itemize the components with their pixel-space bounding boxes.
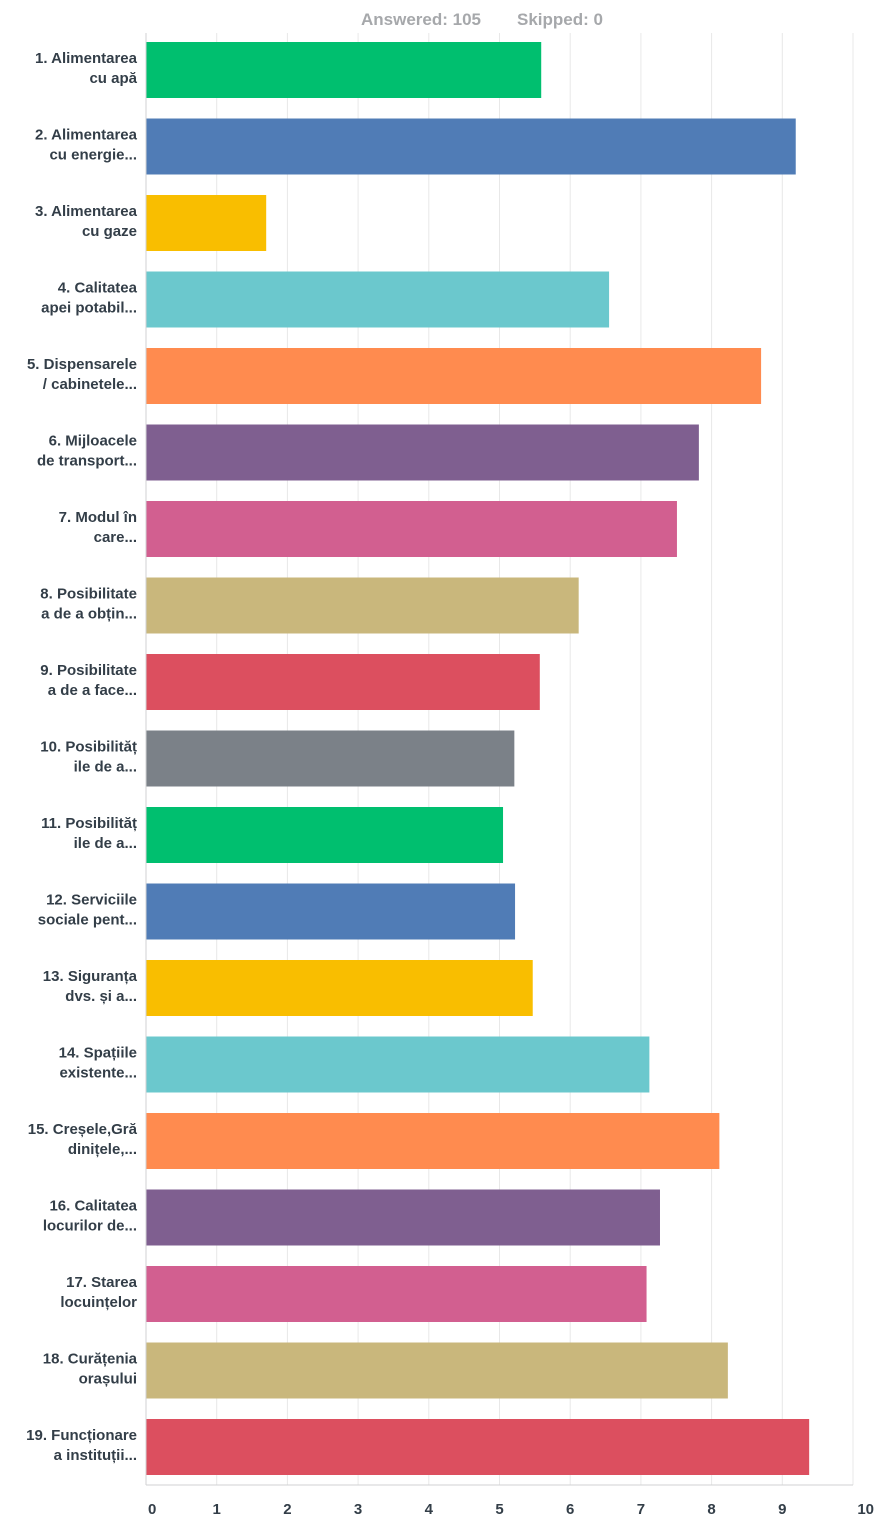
bar <box>146 960 533 1016</box>
category-label: 1. Alimentarea cu apă <box>35 50 138 87</box>
bar <box>146 501 677 557</box>
bar <box>146 424 699 481</box>
category-label: 3. Alimentarea cu gaze <box>35 203 138 240</box>
x-tick-label: 10 <box>857 1501 874 1518</box>
bar <box>146 654 540 710</box>
category-label: 15. Creșele,Gră dinițele,... <box>28 1121 138 1158</box>
category-label: 4. Calitatea apei potabil... <box>41 280 138 317</box>
x-tick-label: 7 <box>637 1501 645 1518</box>
category-label: 14. Spațiile existente... <box>59 1045 137 1082</box>
axes <box>145 33 853 1486</box>
answered-count: Answered: 105 <box>361 10 481 29</box>
category-label: 19. Funcționare a instituții... <box>26 1427 137 1464</box>
x-tick-label: 3 <box>354 1501 362 1518</box>
category-label: 2. Alimentarea cu energie... <box>35 127 138 164</box>
response-summary: Answered: 105 Skipped: 0 <box>0 10 876 32</box>
category-label: 6. Mijloacele de transport... <box>37 433 137 470</box>
bar <box>146 807 504 863</box>
category-label: 18. Curățenia orașului <box>43 1351 138 1388</box>
category-label: 16. Calitatea locurilor de... <box>43 1198 138 1235</box>
bar <box>146 195 267 251</box>
bar <box>146 1342 728 1399</box>
category-label: 17. Starea locuințelor <box>60 1274 137 1311</box>
category-label: 9. Posibilitate a de a face... <box>40 662 137 699</box>
x-tick-label: 4 <box>425 1501 434 1518</box>
x-tick-label: 9 <box>778 1501 786 1518</box>
bar <box>146 1036 650 1093</box>
category-labels: 1. Alimentarea cu apă 2. Alimentarea cu ene… <box>26 50 138 1464</box>
skipped-count: Skipped: 0 <box>517 10 603 29</box>
category-label: 8. Posibilitate a de a obțin... <box>40 586 137 623</box>
x-tick-label: 1 <box>213 1501 221 1518</box>
bar <box>146 1419 810 1475</box>
category-label: 13. Siguranța dvs. și a... <box>43 968 138 1005</box>
bar <box>146 271 610 328</box>
x-tick-label: 0 <box>148 1501 156 1518</box>
x-tick-label: 6 <box>566 1501 574 1518</box>
bar <box>146 1113 720 1169</box>
category-label: 11. Posibilităț ile de a... <box>41 815 137 852</box>
bar <box>146 883 516 940</box>
category-label: 10. Posibilităț ile de a... <box>40 739 137 776</box>
x-tick-label: 8 <box>707 1501 715 1518</box>
bar <box>146 1189 660 1246</box>
bar <box>146 1266 647 1322</box>
x-tick-label: 2 <box>283 1501 291 1518</box>
bars <box>146 42 810 1475</box>
x-tick-label: 5 <box>495 1501 503 1518</box>
bar <box>146 730 515 787</box>
bar <box>146 577 579 634</box>
bar <box>146 348 762 404</box>
bar <box>146 42 542 98</box>
category-label: 7. Modul în care... <box>59 509 137 546</box>
x-tick-labels: 0 1 2 3 4 5 6 7 8 9 10 <box>148 1501 874 1518</box>
bar <box>146 118 796 175</box>
category-label: 5. Dispensarele / cabinetele... <box>27 356 137 393</box>
category-label: 12. Serviciile sociale pent... <box>38 892 137 929</box>
